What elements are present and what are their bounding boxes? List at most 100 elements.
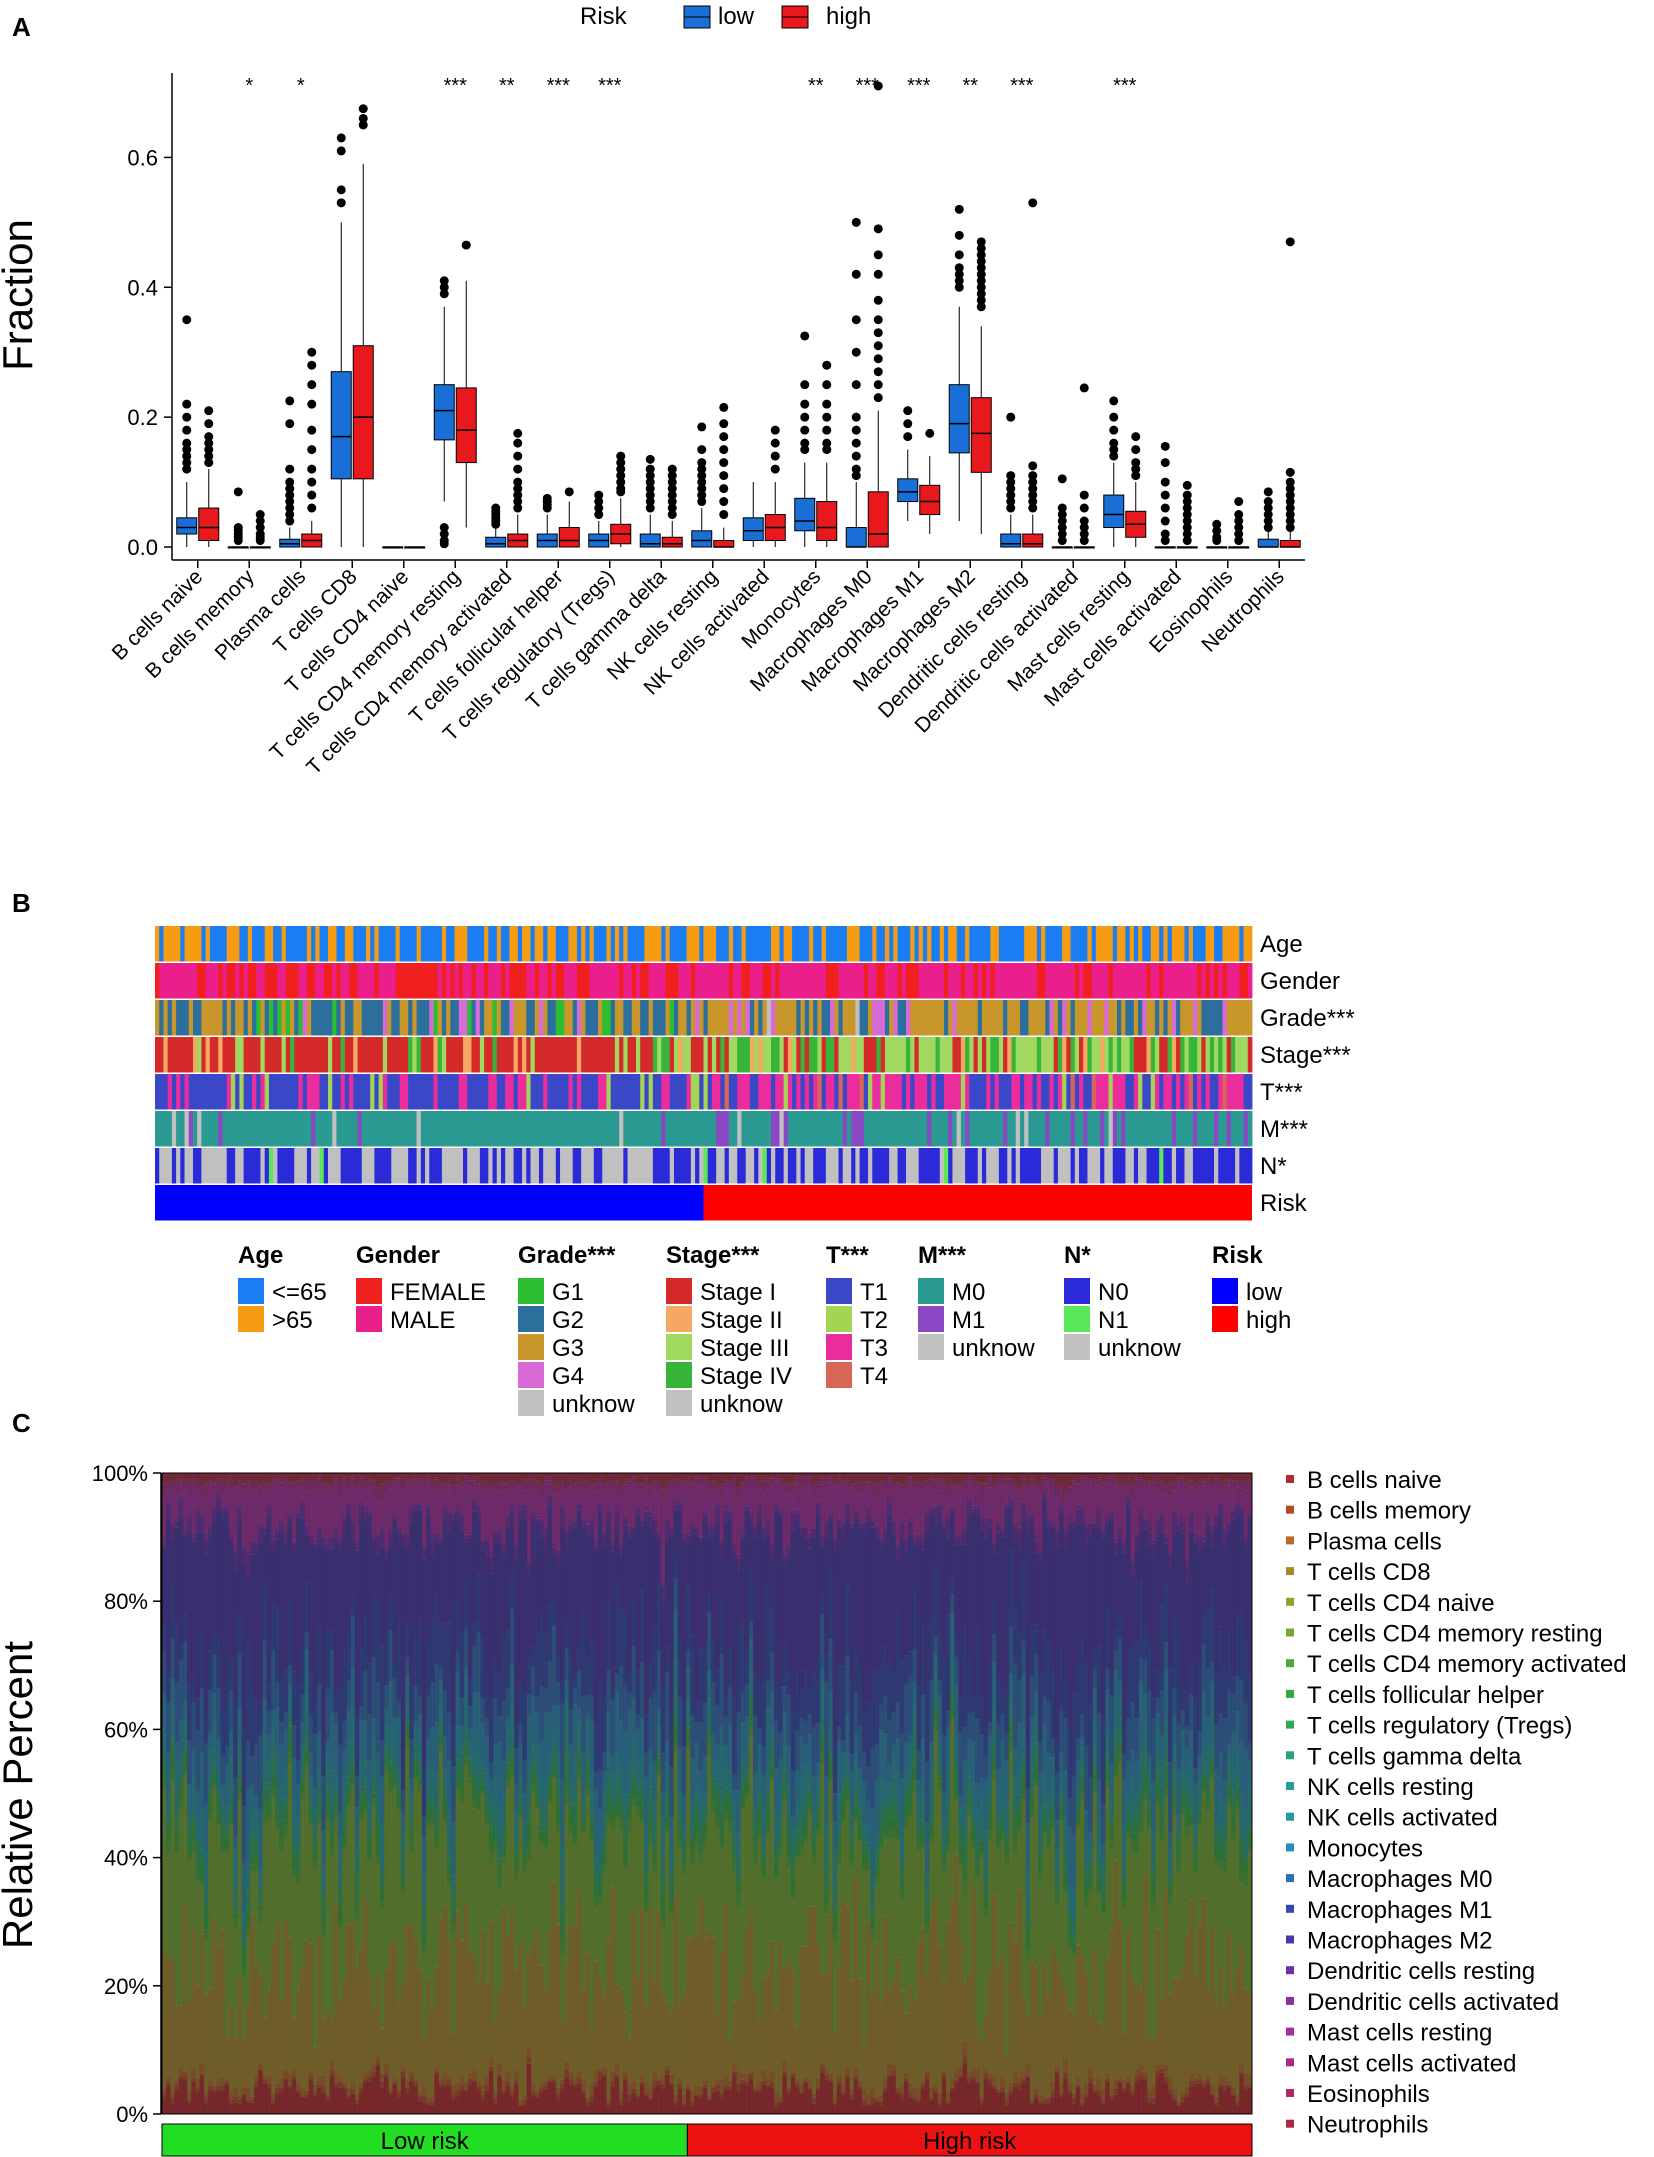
heatmap-cell — [1205, 1000, 1211, 1036]
heatmap-cell — [1079, 1148, 1084, 1184]
bar-segment — [212, 1917, 217, 1919]
bar-segment — [400, 1862, 406, 1874]
heatmap-cell — [530, 1111, 536, 1147]
bar-segment — [459, 1483, 465, 1488]
bar-segment — [426, 1506, 431, 1516]
bar-segment — [245, 1874, 251, 1890]
heatmap-cell — [939, 963, 945, 999]
bar-segment — [346, 1490, 351, 1504]
heatmap-cell — [568, 1000, 574, 1036]
bar-segment — [212, 1482, 217, 1485]
bar-segment — [526, 1573, 532, 1660]
bar-segment — [497, 1988, 502, 1991]
heatmap-cell — [1214, 1037, 1219, 1073]
bar-segment — [199, 1473, 205, 1484]
heatmap-cell — [602, 1148, 607, 1184]
bar-segment — [237, 1977, 242, 1979]
heatmap-cell — [952, 1074, 958, 1110]
bar-segment — [371, 1484, 377, 1488]
bar-segment — [178, 1754, 184, 1771]
heatmap-cell — [534, 926, 540, 962]
heatmap-cell — [749, 1148, 755, 1184]
heatmap-cell — [1079, 1000, 1084, 1036]
heatmap-cell — [1019, 1148, 1025, 1184]
bar-segment — [468, 1772, 473, 1778]
heatmap-cell — [581, 1148, 586, 1184]
bar-segment — [501, 1862, 507, 1905]
heatmap-cell — [1209, 1037, 1215, 1073]
heatmap-cell — [1146, 1111, 1152, 1147]
heatmap-cell — [218, 1074, 223, 1110]
heatmap-cell — [222, 963, 228, 999]
bar-segment — [489, 2066, 494, 2072]
heatmap-cell — [661, 1037, 666, 1073]
bar-segment — [463, 1475, 469, 1478]
bar-segment — [203, 1940, 209, 1994]
bar-segment — [526, 1764, 532, 1783]
heatmap-cell — [374, 926, 380, 962]
bar-segment — [312, 1482, 318, 1491]
legend-label: N0 — [1098, 1279, 1129, 1306]
outlier-point — [976, 256, 986, 266]
bar-segment — [455, 1725, 460, 1750]
bar-segment — [497, 1742, 502, 1804]
heatmap-cell — [1091, 1000, 1097, 1036]
heatmap-cell — [201, 1111, 207, 1147]
bar-segment — [296, 2092, 301, 2114]
heatmap-cell — [952, 1000, 958, 1036]
heatmap-cell — [960, 1111, 966, 1147]
bar-segment — [241, 1910, 247, 1930]
bar-segment — [539, 2092, 544, 2114]
bar-segment — [287, 1515, 293, 1525]
bar-segment — [421, 1935, 427, 1949]
bar-segment — [220, 1481, 226, 1494]
heatmap-cell — [420, 1074, 426, 1110]
heatmap-cell — [192, 1111, 198, 1147]
heatmap-cell — [623, 1148, 628, 1184]
heatmap-cell — [1159, 1148, 1164, 1184]
heatmap-cell — [538, 1111, 544, 1147]
heatmap-cell — [1091, 1074, 1097, 1110]
legend-swatch — [238, 1306, 264, 1332]
heatmap-cell — [851, 1000, 856, 1036]
stacked-bar — [396, 1473, 402, 2114]
outlier-point — [954, 263, 964, 273]
heatmap-cell — [1087, 926, 1093, 962]
bar-segment — [480, 1480, 486, 1484]
bar-segment — [480, 1785, 486, 1792]
bar-segment — [417, 2092, 423, 2097]
heatmap-cell — [517, 1111, 523, 1147]
bar-segment — [199, 1881, 205, 1886]
bar-segment — [182, 1775, 188, 1905]
bar-segment — [279, 1533, 284, 1680]
bar-segment — [254, 2081, 259, 2087]
box-low — [897, 478, 919, 503]
legend-title: Risk — [580, 3, 628, 30]
bar-segment — [396, 2002, 402, 2004]
bar-segment — [174, 1521, 180, 1528]
heatmap-cell — [614, 1111, 620, 1147]
outlier-point — [667, 471, 677, 481]
bar-segment — [346, 1473, 351, 1482]
bar-segment — [283, 1772, 289, 1798]
bar-segment — [367, 1835, 372, 1844]
heatmap-cell — [344, 1148, 350, 1184]
heatmap-cell — [585, 1000, 590, 1036]
heatmap-cell — [1104, 1111, 1109, 1147]
outlier-point — [667, 510, 677, 520]
heatmap-cell — [349, 1074, 354, 1110]
bar-segment — [170, 1525, 175, 1540]
bar-segment — [250, 1554, 255, 1686]
heatmap-cell — [564, 1074, 569, 1110]
bar-segment — [539, 2083, 544, 2089]
heatmap-cell — [1184, 1111, 1190, 1147]
stacked-bar — [400, 1473, 406, 2114]
bar-segment — [346, 1776, 351, 1784]
bar-segment — [384, 1635, 389, 1686]
heatmap-cell — [762, 1037, 768, 1073]
y-axis-title: Fraction — [0, 219, 41, 371]
bar-segment — [535, 1480, 540, 1483]
stacked-bar — [283, 1473, 289, 2114]
bar-segment — [245, 1642, 251, 1742]
heatmap-cell — [176, 926, 181, 962]
